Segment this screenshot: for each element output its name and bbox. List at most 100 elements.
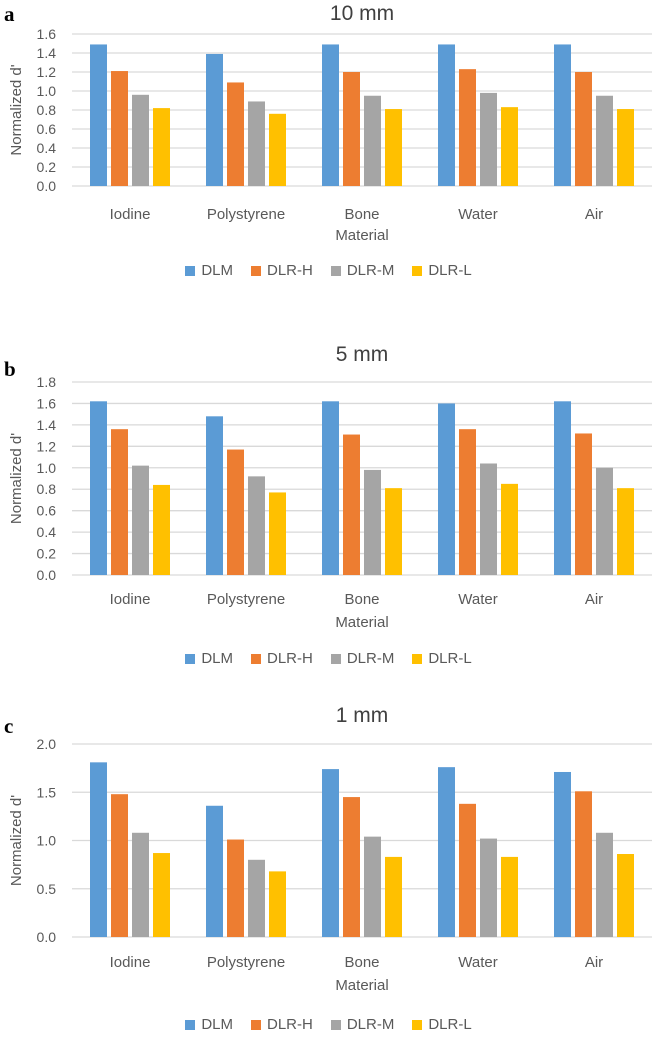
x-tick-label: Water <box>458 591 497 608</box>
legend-item: DLR-M <box>330 262 395 279</box>
bar-dlr-h-bone <box>343 72 360 186</box>
legend-label: DLR-L <box>428 262 472 279</box>
legend: DLM DLR-H DLR-M DLR-L <box>0 1016 657 1033</box>
bar-dlr-l-polystyrene <box>269 871 286 937</box>
bar-dlr-h-water <box>459 429 476 575</box>
bar-dlm-air <box>554 44 571 187</box>
bar-dlm-water <box>438 767 455 937</box>
bar-dlr-l-bone <box>385 109 402 186</box>
bar-dlr-m-iodine <box>132 832 149 937</box>
legend-item: DLR-H <box>250 1016 313 1033</box>
legend-label: DLR-M <box>346 650 395 667</box>
legend-swatch <box>412 265 423 276</box>
x-tick-label: Polystyrene <box>207 206 285 223</box>
x-tick-label: Air <box>585 206 603 223</box>
bar-dlr-m-air <box>596 467 613 575</box>
y-axis-label: Normalized d' <box>8 795 25 886</box>
bar-dlr-h-polystyrene <box>227 449 244 575</box>
bar-dlm-bone <box>322 44 339 187</box>
bar-dlm-bone <box>322 401 339 575</box>
x-tick-label: Air <box>585 591 603 608</box>
x-tick-label: Water <box>458 206 497 223</box>
x-axis-label: Material <box>335 227 388 244</box>
x-tick-label: Water <box>458 954 497 971</box>
y-tick-label: 0.2 <box>37 159 57 175</box>
bar-dlr-h-polystyrene <box>227 839 244 937</box>
legend-item: DLM <box>185 650 233 667</box>
y-tick-label: 0.0 <box>37 929 57 945</box>
bar-dlr-m-bone <box>364 95 381 186</box>
bar-dlr-m-iodine <box>132 94 149 186</box>
x-axis-label: Material <box>335 614 388 631</box>
panel-label: b <box>4 357 16 381</box>
bar-dlr-h-bone <box>343 797 360 937</box>
bar-dlr-l-air <box>617 854 634 937</box>
legend-item: DLR-L <box>412 1016 472 1033</box>
legend-swatch <box>330 1019 341 1030</box>
x-tick-label: Iodine <box>110 206 151 223</box>
x-tick-label: Iodine <box>110 954 151 971</box>
bar-dlr-l-iodine <box>153 108 170 186</box>
y-tick-label: 1.4 <box>37 45 57 61</box>
bar-dlr-h-iodine <box>111 71 128 186</box>
bar-dlr-h-air <box>575 72 592 186</box>
y-tick-label: 1.8 <box>37 374 57 390</box>
bar-dlm-air <box>554 771 571 937</box>
bar-dlr-h-air <box>575 791 592 937</box>
legend-item: DLM <box>185 262 233 279</box>
bar-dlr-m-bone <box>364 836 381 937</box>
y-tick-label: 1.6 <box>37 26 57 42</box>
bar-dlm-polystyrene <box>206 805 223 937</box>
bar-dlr-h-iodine <box>111 794 128 937</box>
bar-dlr-h-polystyrene <box>227 82 244 186</box>
y-tick-label: 1.6 <box>37 395 57 411</box>
x-tick-label: Bone <box>344 954 379 971</box>
y-tick-label: 0.5 <box>37 881 57 897</box>
bar-dlr-l-air <box>617 109 634 186</box>
legend-swatch <box>185 265 196 276</box>
x-axis-label: Material <box>335 977 388 994</box>
y-tick-label: 1.2 <box>37 64 57 80</box>
legend-swatch <box>412 1019 423 1030</box>
bar-dlm-iodine <box>90 44 107 187</box>
bar-dlr-l-water <box>501 107 518 186</box>
bar-dlr-l-polystyrene <box>269 492 286 575</box>
bar-dlr-l-iodine <box>153 484 170 575</box>
y-tick-label: 0.0 <box>37 178 57 194</box>
bar-dlm-water <box>438 403 455 575</box>
y-tick-label: 1.5 <box>37 784 57 800</box>
legend-swatch <box>330 653 341 664</box>
bar-dlr-h-air <box>575 433 592 575</box>
legend-item: DLR-H <box>250 650 313 667</box>
bar-dlr-m-air <box>596 832 613 937</box>
y-tick-label: 1.2 <box>37 438 57 454</box>
y-axis-label: Normalized d' <box>8 433 25 524</box>
bar-dlr-h-bone <box>343 434 360 575</box>
x-tick-label: Bone <box>344 206 379 223</box>
bar-dlr-m-iodine <box>132 465 149 575</box>
x-tick-label: Polystyrene <box>207 591 285 608</box>
bar-dlr-l-polystyrene <box>269 113 286 186</box>
legend-label: DLR-M <box>346 262 395 279</box>
bar-dlm-bone <box>322 769 339 937</box>
y-tick-label: 0.0 <box>37 567 57 583</box>
legend-label: DLR-L <box>428 1016 472 1033</box>
bar-dlr-l-water <box>501 856 518 937</box>
y-tick-label: 1.0 <box>37 833 57 849</box>
panel-label: a <box>4 2 15 26</box>
chart-title: 1 mm <box>335 704 389 727</box>
y-tick-label: 1.0 <box>37 83 57 99</box>
bar-dlm-air <box>554 401 571 575</box>
bar-dlm-iodine <box>90 762 107 937</box>
bar-dlr-l-bone <box>385 488 402 575</box>
bar-dlr-l-water <box>501 483 518 575</box>
legend: DLM DLR-H DLR-M DLR-L <box>0 650 657 667</box>
legend-item: DLR-L <box>412 650 472 667</box>
legend-label: DLR-M <box>346 1016 395 1033</box>
x-tick-label: Iodine <box>110 591 151 608</box>
legend-label: DLR-H <box>266 262 313 279</box>
chart-title: 5 mm <box>335 343 389 366</box>
legend-swatch <box>250 1019 261 1030</box>
